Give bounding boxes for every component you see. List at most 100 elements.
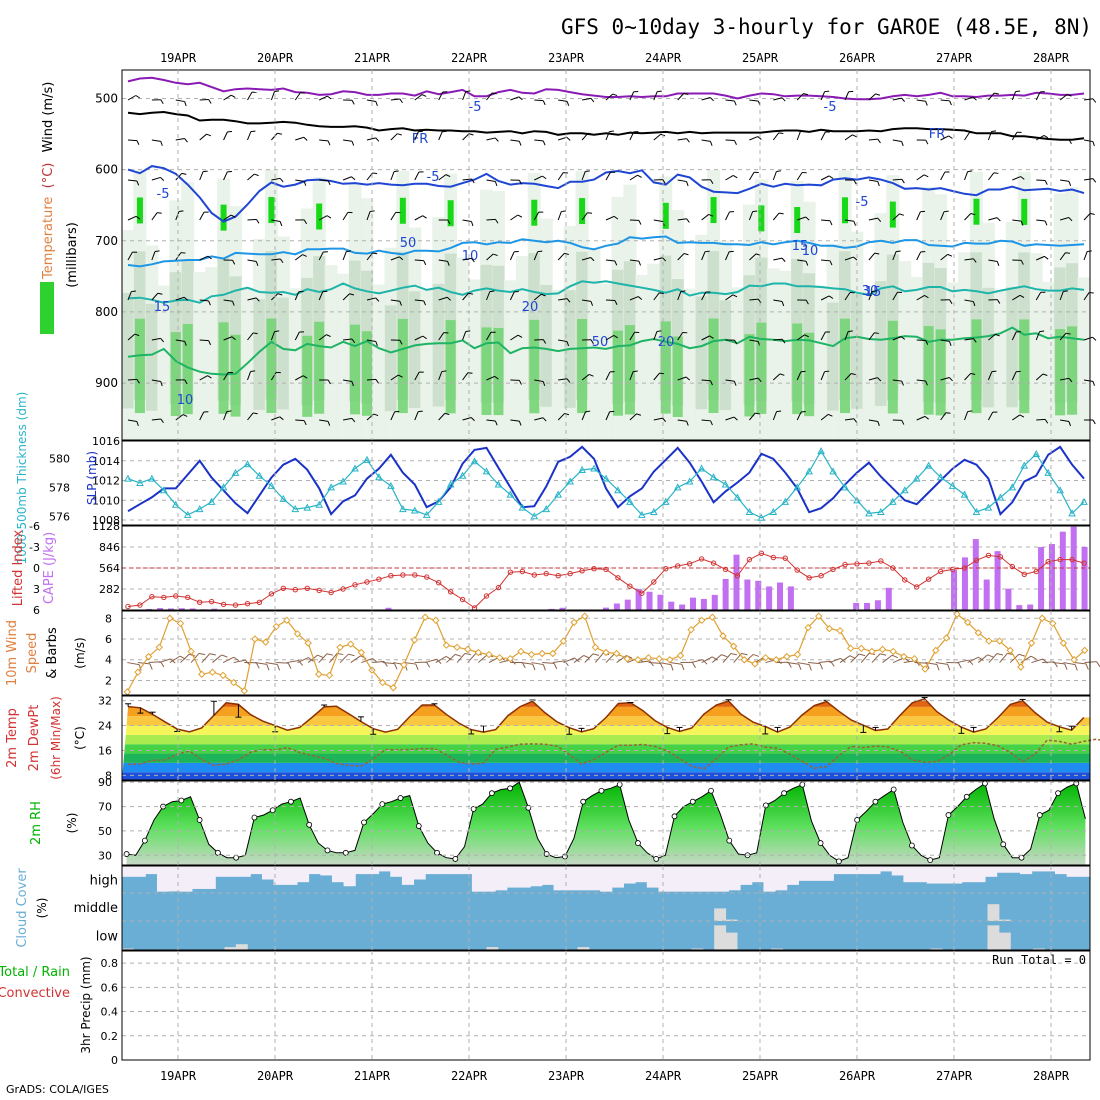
wind-speed-point [219, 671, 227, 680]
wind-speed-point [442, 641, 451, 649]
barb-shaft [486, 137, 496, 141]
upper-wind-barb [581, 170, 590, 181]
barb-flag [798, 663, 802, 671]
barb-flag [686, 181, 689, 187]
wind-barb [648, 662, 664, 670]
cloud-clear-high [810, 866, 823, 881]
barb-shaft [749, 339, 759, 343]
lifted-index-point [842, 561, 848, 568]
upper-wind-barb [318, 95, 332, 101]
barb-flag [801, 411, 806, 413]
barb-shaft [175, 211, 180, 221]
wind-speed-point [251, 635, 259, 643]
cloud-clear-high [775, 866, 788, 891]
barb-shaft [329, 653, 338, 663]
barb-shaft [295, 136, 305, 141]
barb-shaft [749, 298, 759, 301]
thickness-point [865, 509, 873, 517]
cloud-low-bar [987, 904, 1000, 921]
barb-flag [662, 417, 667, 422]
upper-wind-barb [1083, 250, 1092, 261]
barb-flag [184, 101, 187, 107]
precip-run-total: Run Total = 0 [992, 953, 1086, 967]
barb-flag [394, 410, 400, 413]
barb-shaft [531, 662, 544, 666]
barb-shaft [844, 91, 850, 101]
barb-flag [180, 252, 186, 254]
isotherm-5 [127, 165, 1085, 223]
barb-flag [993, 172, 999, 174]
barb-shaft [629, 91, 635, 101]
upper-wind-barb [175, 172, 187, 181]
upper-wind-barb [1035, 291, 1046, 301]
barb-flag [537, 250, 543, 253]
barb-flag [637, 174, 642, 178]
upper-wind-barb [796, 370, 806, 381]
barb-flag [779, 373, 785, 376]
wind-barb [446, 653, 462, 663]
barb-shaft [629, 332, 635, 341]
barb-flag [948, 135, 953, 139]
thickness-point [638, 510, 646, 518]
lifted-index-line [127, 552, 1085, 609]
barb-shaft [796, 93, 804, 101]
barb-shaft [223, 94, 232, 101]
upper-wind-barb [916, 99, 928, 106]
barb-flag [612, 93, 618, 97]
upper-wind-barb [940, 377, 953, 382]
upper-wind-barb [414, 335, 427, 341]
upper-wind-barb [223, 94, 236, 101]
upper-wind-barb [223, 410, 232, 421]
barb-shaft [247, 131, 252, 141]
lifted-index-point [495, 584, 502, 591]
upper-wind-barb [653, 179, 666, 184]
barb-flag [467, 372, 473, 374]
barb-shaft [940, 171, 946, 181]
cape-bar [1005, 588, 1012, 610]
barb-flag [721, 654, 728, 658]
barb-shaft [350, 655, 361, 663]
cloud-clear-high [681, 866, 694, 892]
barb-shaft [772, 411, 778, 421]
barb-shaft [542, 662, 555, 664]
barb-shaft [390, 374, 399, 381]
barb-flag [160, 141, 163, 146]
rh-point [488, 790, 495, 797]
rh-point [726, 837, 733, 844]
upper-wind-barb [892, 379, 904, 386]
barb-flag [1040, 291, 1046, 293]
barb-flag [421, 94, 427, 97]
barb-shaft [1012, 176, 1021, 181]
rh-shade [946, 282, 960, 440]
rh-shade [481, 327, 492, 415]
upper-ylabel-part: (°C) [41, 163, 56, 189]
upper-wind-barb [820, 295, 834, 301]
barb-flag [160, 177, 165, 182]
thickness-point [351, 464, 359, 472]
wind-barb [871, 653, 887, 663]
slp-tick: 1014 [92, 455, 120, 468]
temp-tick: 32 [98, 695, 112, 708]
cloud-clear-high [658, 866, 671, 892]
barb-shaft [916, 415, 926, 421]
upper-wind-barb [342, 293, 355, 301]
upper-wind-barb [414, 259, 427, 266]
barb-shaft [796, 172, 803, 181]
wind-barb [339, 653, 355, 663]
thickness-point [1008, 483, 1017, 491]
upper-wind-barb [223, 259, 236, 265]
rh-point [762, 802, 769, 809]
wind-speed-point [644, 653, 653, 662]
cloud-clear-high [425, 866, 438, 875]
barb-flag [1030, 655, 1037, 660]
barb-shaft [935, 662, 948, 665]
barb-shaft [486, 331, 492, 341]
barb-shaft [629, 296, 639, 301]
barb-shaft [1036, 219, 1046, 222]
upper-wind-barb [868, 179, 880, 187]
rh-area [126, 782, 1086, 865]
wind-speed-point [793, 650, 802, 659]
upper-wind-barb [390, 299, 402, 306]
upper-wind-barb [342, 417, 356, 423]
barb-flag [633, 90, 639, 93]
